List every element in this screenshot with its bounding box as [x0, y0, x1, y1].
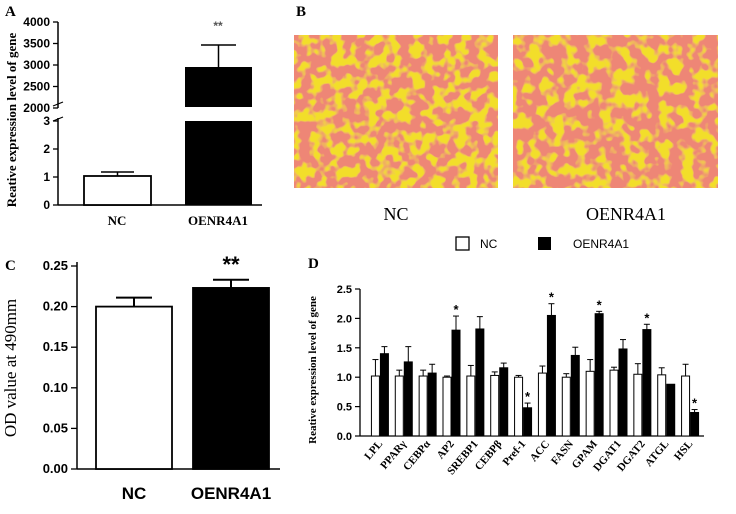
- panel-a-ytick-label: 2: [43, 142, 50, 156]
- panel-d-ytick-label: 1.5: [337, 343, 352, 355]
- panel-d-category-label: ATGL: [643, 438, 672, 469]
- panel-d-bar-oenr4a1: [666, 383, 676, 437]
- panel-a-break-mark: [52, 101, 64, 107]
- panel-d-bar-oenr4a1: [594, 313, 604, 437]
- panel-d-significance: *: [692, 396, 698, 411]
- panel-d-bar-oenr4a1: [642, 329, 652, 437]
- panel-d-bar-nc: [394, 375, 404, 437]
- panel-c-category-oenr4a1: OENR4A1: [191, 484, 271, 503]
- panel-d-significance: *: [549, 290, 555, 305]
- panel-a-ytick-label: 3500: [23, 37, 50, 51]
- panel-c-ytick-label: 0.15: [43, 339, 68, 354]
- panel-d-bar-oenr4a1: [523, 407, 533, 437]
- panel-d-significance: *: [644, 310, 650, 325]
- panel-d-bar-nc: [418, 375, 428, 437]
- panel-a-ytick-label: 1: [43, 170, 50, 184]
- panel-c-ytick-label: 0.20: [43, 299, 68, 314]
- panel-d-bar-oenr4a1: [379, 353, 389, 437]
- panel-b: B NC OENR4A1: [294, 4, 718, 224]
- micrograph-oenr4a1: [513, 35, 718, 188]
- panel-d-ytick-label: 0.0: [337, 431, 352, 443]
- panel-d-bar-nc: [370, 375, 380, 437]
- panel-a-category-nc: NC: [108, 213, 127, 228]
- panel-d-bar-nc: [633, 373, 643, 437]
- panel-d-bar-nc: [609, 369, 619, 437]
- panel-a-ytick-label: 2500: [23, 80, 50, 94]
- panel-d-ylabel: Reative expression level of gene: [307, 296, 319, 444]
- panel-a-letter: A: [5, 4, 16, 20]
- panel-d-significance: *: [453, 302, 459, 317]
- panel-d-category-label: CEBPα: [401, 438, 434, 474]
- panel-c-bar-nc: [95, 305, 173, 470]
- panel-a-bar-oenr4a1-lower: [185, 121, 252, 205]
- panel-c-category-nc: NC: [122, 484, 147, 503]
- panel-a-bar-nc: [83, 175, 152, 206]
- panel-d-bar-oenr4a1: [499, 367, 509, 437]
- micrograph-oenr4a1-label: OENR4A1: [586, 204, 666, 224]
- panel-d-category-label: Pref-1: [500, 438, 528, 468]
- panel-d-bar-oenr4a1: [403, 361, 413, 437]
- panel-d-letter: D: [308, 256, 319, 272]
- panel-a-ylabel: Reative expression level of gene: [4, 33, 19, 208]
- panel-a-category-oenr4a1: OENR4A1: [188, 213, 248, 228]
- panel-d-bar-oenr4a1: [427, 372, 437, 437]
- panel-d-category-label: HSL: [672, 438, 695, 463]
- panel-c: C OD value at 490mm 0.00 0.05 0.10 0.15 0.20…: [1, 252, 280, 503]
- panel-b-letter: B: [296, 4, 306, 20]
- panel-d-bar-nc: [657, 374, 667, 437]
- panel-d-bar-nc: [537, 372, 547, 437]
- micrograph-nc: [294, 35, 498, 188]
- panel-d-bar-nc: [442, 376, 452, 437]
- panel-d-bar-oenr4a1: [690, 411, 700, 437]
- panel-d-bar-oenr4a1: [475, 328, 485, 437]
- panel-d-bar-oenr4a1: [618, 348, 628, 437]
- panel-d-bar-nc: [681, 375, 691, 437]
- panel-d-ytick-label: 1.0: [337, 372, 352, 384]
- panel-c-ylabel: OD value at 490mm: [1, 299, 20, 437]
- panel-a-break-mark: [52, 116, 64, 122]
- panel-d-bar-oenr4a1: [570, 354, 580, 437]
- panel-a-significance: **: [213, 19, 223, 33]
- panel-a-ytick-label: 4000: [23, 15, 50, 29]
- panel-d-bar-nc: [490, 374, 500, 437]
- panel-d-bar-nc: [585, 370, 595, 437]
- panel-d-bar-nc: [561, 376, 571, 437]
- panel-d-significance: *: [525, 389, 531, 404]
- panel-d-ytick-label: 2.5: [337, 284, 352, 296]
- panel-c-ytick-label: 0.05: [43, 420, 68, 435]
- panel-d: D NC OENR4A1 Reative expression level of…: [307, 236, 704, 477]
- panel-a-ytick-label: 2000: [23, 101, 50, 115]
- panel-d-ytick-label: 0.5: [337, 402, 352, 414]
- panel-a-ytick-label: 3: [43, 114, 50, 128]
- legend-swatch-nc: [455, 236, 470, 251]
- panel-c-ytick-label: 0.00: [43, 461, 68, 476]
- legend-label-oenr4a1: OENR4A1: [573, 237, 629, 251]
- panel-d-bar-oenr4a1: [546, 314, 556, 437]
- panel-c-letter: C: [5, 258, 16, 274]
- panel-c-ytick-label: 0.25: [43, 258, 68, 273]
- legend-label-nc: NC: [480, 237, 498, 251]
- panel-a-ytick-label: 0: [43, 198, 50, 212]
- panel-a-ytick-label: 3000: [23, 58, 50, 72]
- legend-swatch-oenr4a1: [538, 237, 551, 250]
- panel-a: A Reative expression level of gene 2000 2…: [4, 4, 262, 228]
- panel-d-category-label: CEBPβ: [473, 438, 505, 473]
- panel-c-ytick-label: 0.10: [43, 380, 68, 395]
- micrograph-nc-label: NC: [383, 204, 408, 224]
- panel-c-bar-oenr4a1: [192, 287, 270, 470]
- panel-d-significance: *: [597, 297, 603, 312]
- panel-c-significance: **: [222, 252, 240, 277]
- panel-d-bar-nc: [466, 375, 476, 437]
- panel-a-bar-oenr4a1-upper: [185, 67, 252, 107]
- panel-d-bar-oenr4a1: [451, 329, 461, 437]
- panel-d-bar-nc: [514, 376, 524, 437]
- panel-d-ytick-label: 2.0: [337, 313, 352, 325]
